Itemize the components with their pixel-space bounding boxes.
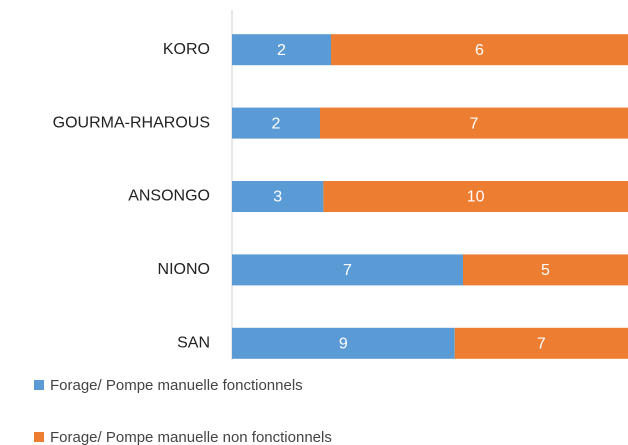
data-label: 3 xyxy=(273,189,282,206)
data-label: 9 xyxy=(339,336,348,353)
legend-label: Forage/ Pompe manuelle non fonctionnels xyxy=(50,429,332,445)
data-label: 6 xyxy=(475,42,484,59)
bar-segment xyxy=(331,34,628,66)
legend-swatch xyxy=(34,432,44,442)
bar-segment xyxy=(463,254,628,286)
bar-segment xyxy=(232,107,320,139)
legend-label: Forage/ Pompe manuelle fonctionnels xyxy=(50,377,303,394)
y-tick-label: ANSONGO xyxy=(128,188,210,205)
data-label: 7 xyxy=(343,262,352,279)
data-label: 2 xyxy=(272,115,281,132)
data-label: 7 xyxy=(537,336,546,353)
y-tick-label: SAN xyxy=(177,335,210,352)
bar-segment xyxy=(323,181,628,212)
y-tick-label: NIONO xyxy=(158,261,210,278)
bar-segment xyxy=(454,327,628,359)
bar-segment xyxy=(232,327,455,359)
legend-swatch xyxy=(34,380,44,390)
bar-segment xyxy=(232,181,324,212)
data-label: 2 xyxy=(277,42,286,59)
data-label: 5 xyxy=(541,262,550,279)
bar-segment xyxy=(320,107,628,139)
y-tick-label: GOURMA-RHAROUS xyxy=(53,114,210,131)
bar-segment xyxy=(232,34,331,66)
data-label: 10 xyxy=(467,189,485,206)
y-tick-label: KORO xyxy=(163,41,210,58)
bar-segment xyxy=(232,254,463,286)
data-label: 7 xyxy=(470,115,479,132)
